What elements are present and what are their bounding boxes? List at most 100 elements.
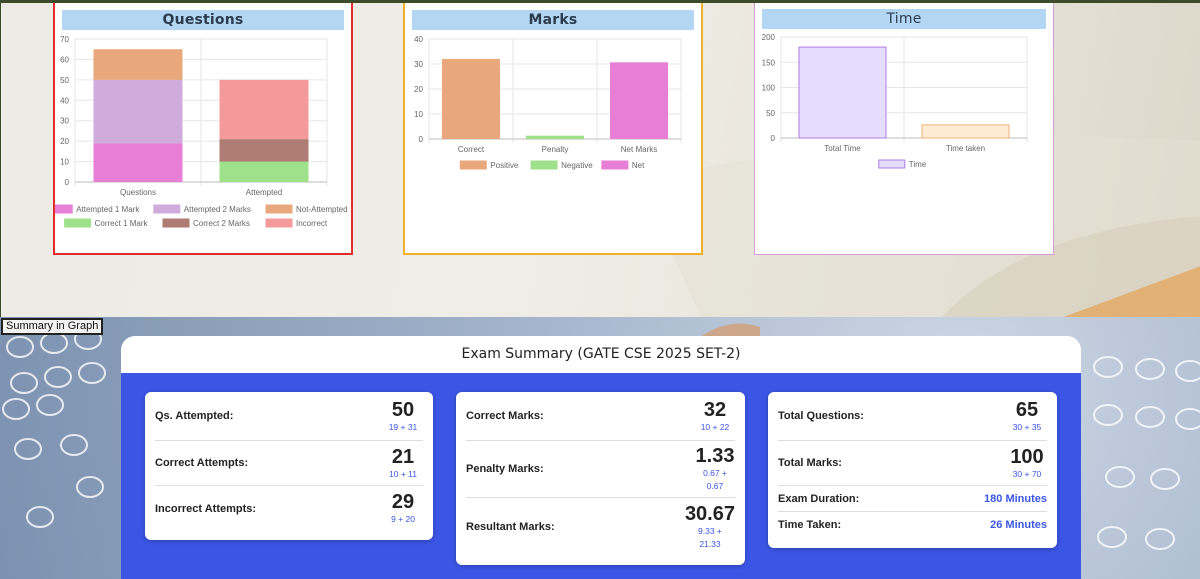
y-tick-label: 60 <box>60 55 69 64</box>
exam-duration-row: Exam Duration: 180 Minutes <box>778 486 1047 512</box>
legend-swatch-correct-2-marks <box>162 218 190 228</box>
y-tick-label: 0 <box>771 134 776 143</box>
x-tick-label-total-time: Total Time <box>824 144 861 153</box>
resultant-marks-label: Resultant Marks: <box>466 520 555 533</box>
bar-net-net-marks <box>610 62 668 140</box>
marks-card: Correct Marks: 32 10 + 22 Penalty Marks:… <box>456 392 745 565</box>
penalty-marks-breakdown-1: 0.67 + <box>703 468 727 478</box>
penalty-marks-value: 1.33 <box>695 445 735 467</box>
correct-marks-row: Correct Marks: 32 10 + 22 <box>466 392 735 441</box>
total-marks-value-group: 100 30 + 70 <box>1007 446 1047 481</box>
marks-chart-title: Marks <box>412 10 694 30</box>
incorrect-attempts-value-group: 29 9 + 20 <box>383 491 423 526</box>
time-chart-card: Time 0 50 100 150 200 Total Time Time taken Tim… <box>754 1 1054 255</box>
total-marks-value: 100 <box>1010 445 1044 468</box>
correct-attempts-value: 21 <box>391 445 415 468</box>
y-tick-label: 200 <box>762 33 776 42</box>
y-tick-label: 20 <box>60 137 69 146</box>
qs-attempted-row: Qs. Attempted: 50 19 + 31 <box>155 392 423 441</box>
y-tick-label: 0 <box>419 135 424 144</box>
penalty-marks-value-group: 1.33 0.67 + 0.67 <box>695 445 735 493</box>
y-tick-label: 10 <box>414 110 423 119</box>
y-tick-label: 10 <box>60 158 69 167</box>
qs-attempted-value: 50 <box>391 398 415 421</box>
total-marks-label: Total Marks: <box>778 457 842 469</box>
legend-label-attempted-2-marks: Attempted 2 Marks <box>184 205 251 214</box>
time-taken-label: Time Taken: <box>778 519 842 531</box>
exam-summary-panel: Exam Summary (GATE CSE 2025 SET-2) Qs. A… <box>121 336 1081 579</box>
total-questions-row: Total Questions: 65 30 + 35 <box>778 392 1047 441</box>
legend-swatch-negative <box>530 160 558 170</box>
qs-attempted-label: Qs. Attempted: <box>155 410 234 422</box>
resultant-marks-row: Resultant Marks: 30.67 9.33 + 21.33 <box>466 498 735 555</box>
bar-not-attempted-questions <box>93 49 183 80</box>
y-tick-label: 0 <box>65 178 70 187</box>
incorrect-attempts-label: Incorrect Attempts: <box>155 502 257 515</box>
legend-swatch-incorrect <box>265 218 293 228</box>
exam-duration-value: 180 Minutes <box>984 492 1047 505</box>
y-tick-label: 50 <box>60 76 69 85</box>
x-tick-label-net-marks: Net Marks <box>621 145 657 154</box>
bar-attempted-2-marks-questions <box>93 79 183 144</box>
correct-attempts-value-group: 21 10 + 11 <box>383 446 423 481</box>
y-tick-label: 40 <box>60 96 69 105</box>
bar-negative-penalty <box>526 135 584 139</box>
legend-swatch-time <box>878 159 906 169</box>
bar-time-total-time <box>798 46 887 139</box>
attempts-card: Qs. Attempted: 50 19 + 31 Correct Attemp… <box>145 392 433 540</box>
penalty-marks-breakdown-2: 0.67 <box>706 481 724 491</box>
y-tick-label: 100 <box>762 84 776 93</box>
questions-chart-title: Questions <box>62 10 344 30</box>
qs-attempted-breakdown: 19 + 31 <box>388 421 418 432</box>
y-tick-label: 20 <box>414 85 423 94</box>
correct-attempts-label: Correct Attempts: <box>155 457 249 469</box>
correct-marks-value-group: 32 10 + 22 <box>695 399 735 434</box>
legend-swatch-positive <box>459 160 487 170</box>
legend-label-correct-1-mark: Correct 1 Mark <box>95 219 149 228</box>
incorrect-attempts-breakdown: 9 + 20 <box>391 514 415 524</box>
legend-label-positive: Positive <box>490 161 519 170</box>
time-chart: 0 50 100 150 200 Total Time Time taken Time <box>762 33 1028 169</box>
correct-marks-breakdown: 10 + 22 <box>700 421 730 432</box>
legend-swatch-attempted-1-mark <box>55 204 73 214</box>
questions-chart-card: Questions 0 10 20 30 40 50 60 70 Questions Attemp… <box>53 1 353 255</box>
correct-attempts-breakdown: 10 + 11 <box>389 468 417 479</box>
y-tick-label: 40 <box>414 35 423 44</box>
bar-correct-1-mark-attempted <box>219 161 309 182</box>
time-taken-row: Time Taken: 26 Minutes <box>778 512 1047 538</box>
exam-duration-label: Exam Duration: <box>778 492 860 505</box>
resultant-marks-value: 30.67 <box>684 502 735 525</box>
total-questions-label: Total Questions: <box>778 410 864 422</box>
questions-chart: 0 10 20 30 40 50 60 70 Questions Attempted Attempt… <box>55 35 348 228</box>
summary-in-graph-button[interactable]: Summary in Graph <box>1 318 104 335</box>
resultant-marks-value-group: 30.67 9.33 + 21.33 <box>685 503 735 551</box>
x-tick-label-time-taken: Time taken <box>946 144 985 153</box>
incorrect-attempts-value: 29 <box>391 491 415 513</box>
y-tick-label: 70 <box>60 35 69 44</box>
correct-marks-label: Correct Marks: <box>466 410 544 422</box>
total-marks-breakdown: 30 + 70 <box>1012 468 1042 479</box>
bar-positive-correct <box>442 59 500 139</box>
time-chart-title: Time <box>762 9 1046 29</box>
legend-swatch-not-attempted <box>265 204 293 214</box>
legend-label-incorrect: Incorrect <box>296 219 328 228</box>
answer-sheet-decoration <box>2 323 1200 550</box>
totals-card: Total Questions: 65 30 + 35 Total Marks:… <box>768 392 1057 548</box>
bar-correct-2-marks-attempted <box>219 139 309 162</box>
correct-attempts-row: Correct Attempts: 21 10 + 11 <box>155 441 423 486</box>
total-questions-value: 65 <box>1015 398 1039 421</box>
penalty-marks-row: Penalty Marks: 1.33 0.67 + 0.67 <box>466 441 735 498</box>
x-tick-label-attempted: Attempted <box>246 188 282 197</box>
bar-time-time-taken <box>921 124 1010 139</box>
legend-label-attempted-1-mark: Attempted 1 Mark <box>76 205 140 214</box>
bar-incorrect-attempted <box>219 79 309 140</box>
bar-attempted-1-mark-questions <box>93 143 183 182</box>
resultant-marks-breakdown-2: 21.33 <box>699 538 721 549</box>
incorrect-attempts-row: Incorrect Attempts: 29 9 + 20 <box>155 486 423 531</box>
legend-swatch-net <box>601 160 629 170</box>
legend-swatch-attempted-2-marks <box>153 204 181 214</box>
legend-label-time: Time <box>909 160 927 169</box>
graph-section: Questions 0 10 20 30 40 50 60 70 Questions Attemp… <box>0 0 1200 318</box>
exam-summary-title: Exam Summary (GATE CSE 2025 SET-2) <box>121 336 1081 373</box>
total-marks-row: Total Marks: 100 30 + 70 <box>778 441 1047 486</box>
